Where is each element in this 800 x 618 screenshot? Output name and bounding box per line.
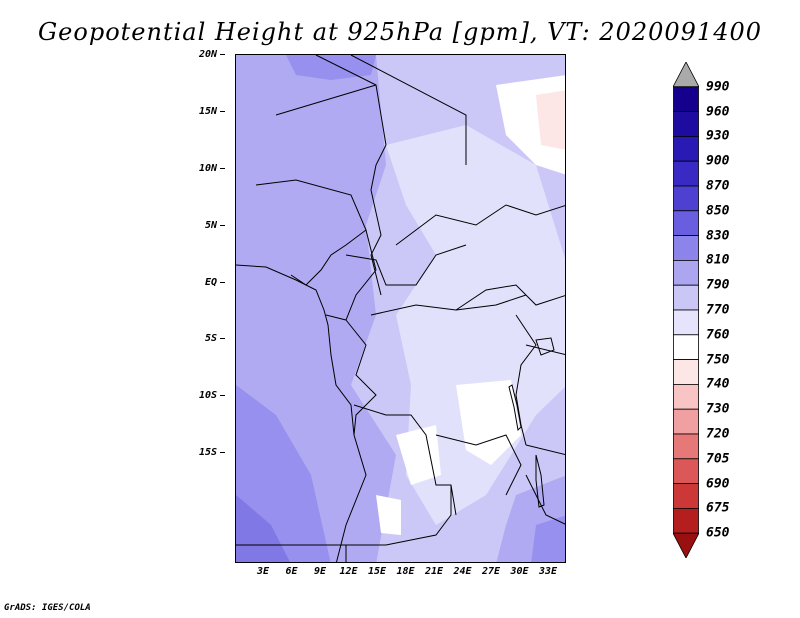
colorbar-level-label: 740 [706,376,730,392]
colorbar-segment [673,408,699,435]
field-se-830 [531,515,565,562]
colorbar-level-label: 760 [706,327,730,343]
lat-tick-label: 20N [199,49,225,60]
map-canvas [236,55,565,562]
border-sudan-ssudan [395,204,565,246]
colorbar-level-label: 990 [706,79,730,95]
colorbar-level-label: 705 [706,451,730,467]
border-ssudan-drc [455,284,565,311]
colorbar-level-label: 690 [706,476,730,492]
colorbar-level-label: 770 [706,302,730,318]
colorbar-segment [673,483,699,509]
colorbar-level-label: 870 [706,178,730,194]
colorbar-level-label: 650 [706,525,730,541]
border-zambia-drc [435,434,522,496]
colorbar-segment [673,507,699,534]
colorbar-level-label: 850 [706,203,730,219]
lon-tick-label: 15E [367,566,387,577]
colorbar-segment [673,185,699,212]
lon-tick-label: 18E [396,566,415,577]
lat-tick-label: 5S [205,333,225,344]
colorbar-level-label: 810 [706,252,730,268]
colorbar-bottom-arrow [673,532,699,558]
colorbar-level-label: 720 [706,426,730,442]
lat-tick-label: EQ [205,277,225,288]
lon-tick-label: 30E [510,566,529,577]
map-panel [235,54,566,563]
lon-tick-label: 24E [453,566,472,577]
lon-tick-label: 27E [481,566,501,577]
border-drc-congo [345,319,377,436]
field-south-760c [376,495,401,535]
lon-tick-label: 12E [339,566,358,577]
colorbar-level-label: 960 [706,104,730,120]
lon-tick-label: 9E [313,566,327,577]
colorbar-level-label: 750 [706,352,730,368]
colorbar-segment [673,160,699,187]
lon-tick-label: 21E [424,566,444,577]
lat-tick-label: 10N [199,163,225,174]
border-angola-zambia [346,485,452,546]
field-south-760a [396,425,441,485]
colorbar-segment [673,309,699,336]
colorbar-segment [673,210,699,237]
colorbar-segment [673,235,699,261]
colorbar [673,62,699,558]
lat-tick-label: 15N [199,106,225,117]
colorbar-segment [673,383,699,410]
lat-tick-label: 5N [205,220,225,231]
lon-tick-label: 3E [256,566,270,577]
border-niger-chad [275,84,377,116]
colorbar-segment [673,433,699,460]
lon-tick-label: 33E [538,566,558,577]
colorbar-level-label: 930 [706,128,730,144]
colorbar-segment [673,334,699,360]
map-title: Geopotential Height at 925hPa [gpm], VT:… [38,18,762,46]
lat-tick-label: 15S [199,447,225,458]
colorbar-level-label: 675 [706,500,730,516]
colorbar-top-arrow [673,62,699,88]
lake-tanganyika [508,384,522,432]
colorbar-level-label: 830 [706,228,730,244]
border-mozambique [525,474,565,525]
colorbar-level-label: 790 [706,277,730,293]
border-chad-sudan [370,144,387,296]
border-cameroon [325,229,377,321]
border-tanzania [525,344,565,456]
coastline-west [236,264,367,562]
border-great-lakes [515,314,537,446]
footer-credit: GrADS: IGES/COLA [4,603,91,613]
colorbar-segment [673,259,699,286]
lon-tick-label: 6E [285,566,298,577]
colorbar-level-label: 730 [706,401,730,417]
colorbar-segment [673,359,699,385]
lat-tick-label: 10S [199,390,225,401]
colorbar-segment [673,111,699,137]
border-nigeria [255,179,367,286]
border-libya-egypt [350,55,467,165]
colorbar-level-label: 900 [706,153,730,169]
colorbar-segment [673,136,699,162]
border-chad-car [345,244,467,286]
lake-malawi [535,454,545,508]
border-namibia [236,544,347,562]
colorbar-segment [673,284,699,311]
lake-victoria [535,337,555,356]
colorbar-segment [673,458,699,484]
colorbar-segment [673,86,699,112]
field-ne-750 [536,90,565,150]
